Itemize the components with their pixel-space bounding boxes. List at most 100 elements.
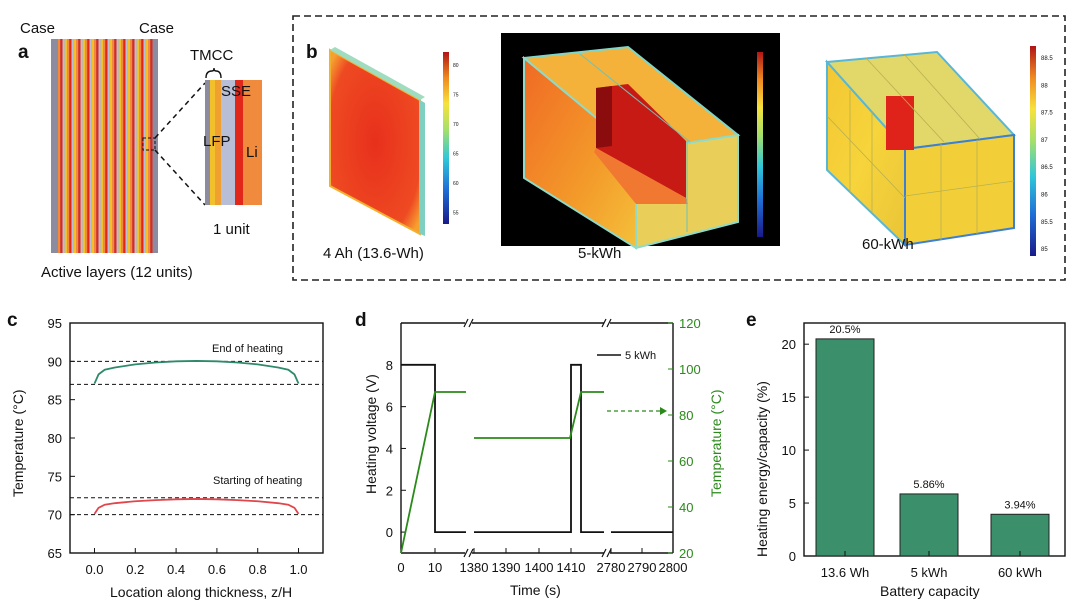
chart-d-right-ytick-label: 60	[679, 454, 693, 469]
active-layers-label: Active layers (12 units)	[41, 264, 193, 281]
stack-layer	[127, 39, 130, 253]
colorbar-60kwh	[1030, 46, 1036, 256]
panel-a: a Case Case TMCC SSE LFP Li 1 unit Activ…	[18, 20, 262, 281]
chart-c-xtick-label: 0.8	[249, 562, 267, 577]
stack-layer	[94, 39, 97, 253]
chart-d-temperature-line	[400, 391, 466, 554]
chart-e-bar	[899, 493, 959, 557]
chart-d-xtick-label: 0	[397, 560, 404, 575]
stack-layer	[141, 39, 144, 253]
colorbar-60kwh-tick: 88	[1041, 83, 1048, 89]
colorbar-4ah-tick: 60	[453, 181, 459, 187]
tmcc-label: TMCC	[190, 47, 233, 64]
chart-c-xtick-label: 0.2	[126, 562, 144, 577]
chart-d-right-ytick-label: 20	[679, 546, 693, 561]
chart-c-ticks: 65 70 75 80 85 90 95 0.0 0.2 0.4 0.6 0.8 1.0	[48, 316, 308, 577]
chart-d-temperature-line	[474, 391, 604, 439]
chart-d-left-ytick-label: 6	[386, 400, 393, 415]
stack-layer	[112, 39, 115, 253]
caption-5kwh: 5-kWh	[578, 245, 621, 262]
chart-d-series	[400, 363, 673, 554]
colorbar-60kwh-tick: 86.5	[1041, 165, 1053, 171]
chart-c-ytick-label: 70	[48, 508, 62, 523]
stack-layer	[71, 39, 74, 253]
stack-layer	[121, 39, 124, 253]
chart-d-xtick-label: 1400	[525, 560, 554, 575]
stack-layer	[80, 39, 83, 253]
colorbar-60kwh-tick: 87.5	[1041, 111, 1053, 117]
panel-c: c 65 70 75 80 85 90 95 0.0 0.2 0.4 0.6 0.8 1.0 End o…	[7, 310, 324, 600]
chart-e-data-label: 5.86%	[913, 479, 944, 491]
chart-c-xtick-label: 0.6	[208, 562, 226, 577]
chart-e-ylabel: Heating energy/capacity (%)	[754, 381, 770, 557]
chart-c-frame	[69, 322, 324, 554]
stack-layer	[60, 39, 63, 253]
zoom-box	[142, 137, 156, 151]
panel-b-label: b	[306, 42, 318, 63]
stack-layer	[58, 39, 61, 253]
chart-d-axis-break	[601, 548, 607, 558]
colorbar-60kwh-ticks: 88.5 88 87.5 87 86.5 86 85.5 85	[1041, 56, 1053, 253]
stack-layer	[103, 39, 106, 253]
stack-layer	[105, 39, 108, 253]
panel-d-label: d	[355, 310, 367, 331]
chart-d-right-ytick-label: 40	[679, 500, 693, 515]
stack-layer	[89, 39, 92, 253]
chart-c-ytick-label: 95	[48, 316, 62, 331]
chart-c-xtick-label: 0.4	[167, 562, 185, 577]
stack-layer	[96, 39, 99, 253]
chart-d-right-ytick-label: 120	[679, 316, 701, 331]
panel-b-border	[292, 15, 1066, 281]
chart-d-axis-break	[606, 548, 612, 558]
stack-layer	[145, 39, 148, 253]
stack-layer	[100, 39, 103, 253]
chart-d-axis-break	[601, 318, 607, 328]
panel-c-label: c	[7, 310, 18, 331]
chart-e-bar	[815, 338, 875, 557]
chart-e-ytick-label: 10	[782, 443, 796, 458]
stack-layer	[143, 39, 146, 253]
stack-layer	[64, 39, 67, 253]
stack-layer	[78, 39, 81, 253]
colorbar-4ah-tick: 65	[453, 152, 459, 158]
chart-e-xtick-label: 5 kWh	[911, 565, 948, 580]
chart-d-axis-break	[468, 318, 474, 328]
stack-layer	[73, 39, 76, 253]
chart-c-xtick-label: 0.0	[85, 562, 103, 577]
chart-d-right-ytick-label: 80	[679, 408, 693, 423]
panel-d: d 0 2 4 6 8 20 40 60 80 100 120 0 10 1380 1390 1400 1410…	[355, 310, 724, 598]
chart-e-ytick-label: 5	[789, 496, 796, 511]
chart-e-xtick-label: 60 kWh	[998, 565, 1042, 580]
chart-d-legend-label: 5 kWh	[625, 350, 656, 362]
chart-c-series	[70, 360, 323, 516]
chart-d-left-ytick-label: 4	[386, 441, 393, 456]
colorbar-60kwh-tick: 85.5	[1041, 220, 1053, 226]
chart-d-xtick-label: 1390	[492, 560, 521, 575]
stack-layer	[130, 39, 133, 253]
chart-d-xtick-label: 1380	[460, 560, 489, 575]
chart-c-xtick-label: 1.0	[289, 562, 307, 577]
unit-cell-detail	[205, 80, 262, 205]
chart-c-ytick-label: 80	[48, 431, 62, 446]
li-label: Li	[246, 144, 258, 161]
colorbar-60kwh-tick: 88.5	[1041, 56, 1053, 62]
stack-layer	[139, 39, 142, 253]
stack-layer	[98, 39, 101, 253]
caption-60kwh: 60-kWh	[862, 236, 914, 253]
chart-c-ylabel: Temperature (°C)	[10, 389, 26, 497]
chart-e-ytick-label: 15	[782, 390, 796, 405]
case-label-right: Case	[139, 20, 174, 37]
chart-c-xlabel: Location along thickness, z/H	[110, 584, 292, 600]
colorbar-4ah-tick: 70	[453, 122, 459, 128]
chart-d-xlabel: Time (s)	[510, 582, 561, 598]
stack-layer	[67, 39, 70, 253]
stack-layer	[91, 39, 94, 253]
active-layer-stack	[51, 39, 158, 253]
sim-5kwh-block	[521, 45, 741, 250]
stack-layer	[114, 39, 117, 253]
chart-d-xtick-label: 2780	[597, 560, 626, 575]
tmcc-brace	[205, 67, 222, 79]
chart-e-data-label: 3.94%	[1004, 499, 1035, 511]
